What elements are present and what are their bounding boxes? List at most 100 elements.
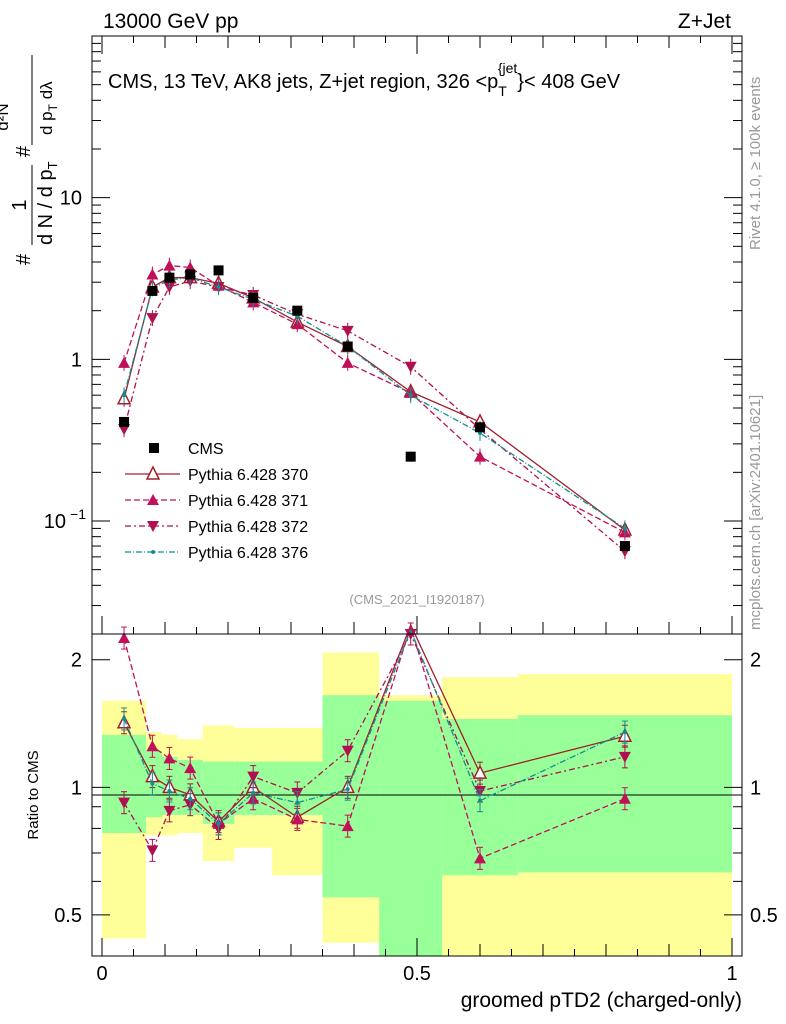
legend-marker-3 [151,550,155,554]
ratio-y-label: Ratio to CMS [25,750,42,839]
plot-title: CMS, 13 TeV, AK8 jets, Z+jet region, 326… [108,60,621,99]
series-marker-1 [341,356,354,368]
data-point [405,451,416,462]
ratio-marker-3 [622,730,627,735]
ratio-marker-3 [216,821,221,826]
ratio-marker-2 [146,845,159,857]
y-tick-label: 10 [44,511,66,533]
data-point [213,265,224,276]
legend-marker-1 [147,494,159,505]
ratio-marker-1 [163,752,176,764]
series-marker-1 [146,268,159,280]
legend: CMS Pythia 6.428 370 Pythia 6.428 371 Pythi… [125,441,308,562]
series-marker-2 [341,325,354,337]
data-points [119,265,630,552]
ratio-marker-1 [184,762,197,774]
y-label-num: 1 [9,199,31,210]
y-label-dpt: d pT dλ [37,81,60,135]
data-point [119,416,130,427]
y-tick-exponent: −1 [70,506,86,522]
ratio-tick-label: 1 [71,777,82,799]
x-tick-label: 1 [726,963,737,985]
legend-marker-0 [145,465,161,480]
series-line-2 [123,280,626,552]
data-point [248,292,259,303]
ratio-marker-3 [188,796,193,801]
series-marker-3 [408,393,413,398]
series-line-3 [123,277,626,529]
data-point [185,269,196,280]
series-marker-1 [118,356,131,368]
ratio-marker-3 [295,800,300,805]
series-line-1 [123,264,626,533]
legend-label-1: Pythia 6.428 371 [188,493,308,510]
header-right: Z+Jet [678,10,731,33]
ratio-marker-2 [618,751,631,763]
inner-band [379,700,443,956]
ratio-marker-0 [472,764,488,779]
inner-band [102,734,147,834]
series-marker-3 [622,526,627,531]
ratio-tick-label-right: 1 [750,777,761,799]
legend-label-2: Pythia 6.428 372 [188,519,308,536]
ratio-tick-label: 0.5 [54,905,82,927]
data-point [164,272,175,283]
x-tick-label: 0.5 [403,963,431,985]
legend-label-3: Pythia 6.428 376 [188,545,308,562]
ratio-marker-3 [150,781,155,786]
y-label-den: d N / d pT [35,161,60,245]
mcplots-label: mcplots.cern.ch [arXiv:2401.10621] [747,395,764,630]
header-left: 13000 GeV pp [103,10,238,33]
data-point [147,285,158,296]
ratio-tick-label-right: 0.5 [750,905,778,927]
ratio-marker-1 [341,820,354,832]
ratio-marker-1 [474,852,486,864]
ratio-tick-label: 2 [71,650,82,672]
ratio-tick-label-right: 2 [750,650,761,672]
y-axis-label: # 1 d N / d pT # d²N d pT dλ [0,55,60,265]
x-axis-label: groomed pTD2 (charged-only) [461,989,742,1012]
ratio-marker-1 [618,792,631,804]
rivet-label: Rivet 4.1.0, ≥ 100k events [747,77,764,250]
series-marker-1 [163,259,176,271]
data-point [342,341,353,352]
ratio-marker-3 [122,716,127,721]
data-point [619,541,630,552]
legend-label-data: CMS [188,441,224,458]
ratio-marker-3 [345,787,350,792]
ratio-marker-2 [163,805,176,817]
x-axis-ticks: 0 0.5 1 [96,36,738,985]
ratio-ticks: 0.5 0.5 1 1 2 2 [54,650,778,927]
ratio-panel: 0.5 0.5 1 1 2 2 [54,622,778,957]
y-tick-label: 1 [71,349,82,371]
ratio-marker-2 [341,745,354,757]
legend-marker-data [149,443,159,453]
ratio-marker-3 [167,789,172,794]
main-series [116,257,633,560]
ratio-marker-2 [247,771,260,783]
x-tick-label: 0 [96,963,107,985]
y-tick-label: 10 [60,188,82,210]
ratio-marker-3 [478,798,482,803]
y-label-d2n: d²N [0,103,12,130]
series-marker-1 [474,450,486,462]
legend-marker-2 [147,521,159,532]
series-marker-2 [404,361,417,373]
analysis-id: (CMS_2021_I1920187) [349,592,484,607]
ratio-marker-2 [118,797,131,809]
data-point [292,305,303,316]
ratio-marker-1 [118,632,131,644]
series-marker-3 [216,285,221,290]
series-marker-2 [146,313,159,325]
data-point [475,422,485,433]
ratio-marker-3 [251,790,256,795]
y-label-hash1: # [13,253,35,265]
y-label-hash2: # [13,145,35,157]
ratio-marker-1 [146,740,159,752]
series-marker-3 [122,393,127,398]
uncertainty-bands [102,652,732,956]
ratio-marker-1 [291,813,304,825]
